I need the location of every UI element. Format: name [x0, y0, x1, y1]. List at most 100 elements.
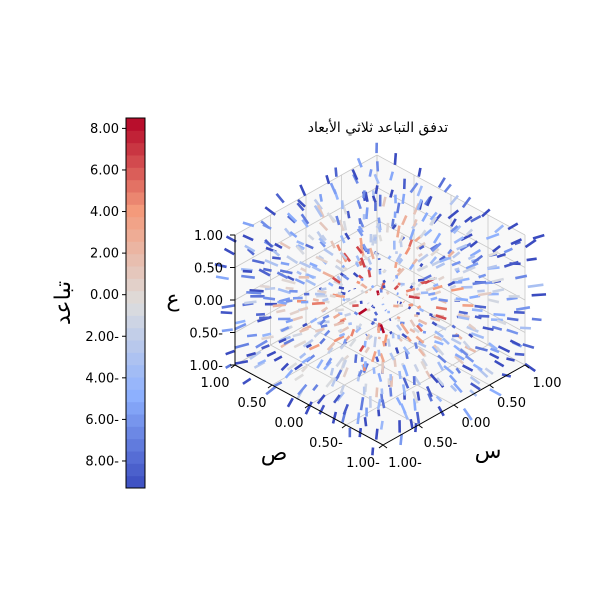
quiver-arrow [325, 357, 333, 366]
quiver-arrow [391, 224, 397, 230]
quiver-arrow [377, 217, 381, 224]
quiver-arrow [447, 209, 460, 220]
quiver-arrow [400, 322, 410, 335]
colorbar-tick-label: 2.00 [90, 247, 119, 262]
quiver-arrow [401, 384, 407, 396]
quiver-arrow [336, 391, 345, 402]
quiver-arrow [261, 335, 274, 341]
quiver-arrow [362, 362, 369, 374]
y-tick-label: 0.50 [238, 396, 267, 411]
quiver-arrow [430, 247, 440, 257]
quiver-arrow [396, 267, 402, 273]
quiver-arrow [356, 280, 361, 285]
quiver-arrow [329, 182, 337, 195]
quiver-arrow [467, 254, 476, 261]
quiver-arrow [316, 230, 325, 242]
quiver-arrow [461, 196, 472, 209]
quiver-arrow [317, 254, 325, 261]
quiver-arrow [394, 317, 398, 320]
quiver-arrow [520, 326, 531, 330]
quiver-arrow [225, 349, 235, 356]
quiver-arrow [262, 332, 272, 338]
quiver-arrow [283, 337, 295, 346]
quiver-arrow [404, 246, 411, 255]
quiver-arrow [391, 218, 395, 227]
quiver-arrow [414, 422, 418, 433]
quiver-arrow [300, 213, 310, 225]
quiver-arrow [429, 211, 438, 221]
quiver-arrow [488, 342, 498, 351]
colorbar-tick-label: 8.00 [90, 122, 119, 137]
quiver-arrow [434, 330, 444, 339]
quiver-arrow [365, 207, 369, 220]
quiver-arrow [430, 316, 441, 322]
quiver-arrow [359, 244, 365, 258]
quiver-arrow [443, 364, 455, 375]
quiver-arrow [371, 195, 377, 204]
grid-line [308, 324, 452, 406]
quiver-arrow [339, 251, 348, 260]
quiver-arrow [487, 298, 500, 304]
colorbar-band [126, 451, 145, 464]
quiver-arrow [235, 319, 246, 325]
quiver-arrow [427, 392, 433, 402]
quiver-arrow [272, 303, 287, 308]
quiver-arrow [382, 196, 387, 207]
quiver-arrow [490, 347, 500, 354]
quiver-arrow [506, 357, 515, 362]
quiver-arrow [462, 265, 476, 274]
quiver-arrow [354, 354, 358, 363]
quiver-arrow [432, 232, 442, 244]
quiver-arrow [266, 350, 277, 358]
x-tick-label: 1.00 [533, 376, 562, 391]
quiver-arrow [457, 277, 470, 283]
quiver-arrow [408, 303, 414, 307]
quiver-arrow [420, 360, 427, 370]
quiver-arrow [454, 267, 460, 272]
quiver-arrow [469, 375, 481, 385]
quiver-arrow [489, 352, 500, 360]
quiver-arrow [296, 270, 302, 276]
quiver-arrow [399, 301, 403, 305]
quiver-arrow [447, 250, 455, 258]
quiver-arrow [496, 252, 506, 259]
quiver-arrow [485, 232, 500, 240]
quiver-arrow [322, 271, 335, 279]
quiver-arrow [415, 335, 425, 344]
quiver-arrow [277, 300, 287, 305]
quiver-arrow [258, 268, 271, 277]
colorbar-band [126, 253, 145, 267]
quiver-arrow [515, 274, 528, 280]
grid-line [376, 284, 526, 366]
quiver-arrow [397, 282, 401, 286]
quiver-arrow [489, 388, 502, 397]
quiver-arrow [455, 269, 461, 274]
quiver-arrow [293, 340, 307, 349]
quiver-arrow [421, 212, 429, 223]
x-tick [453, 404, 459, 409]
quiver-arrow [360, 289, 365, 294]
quiver-arrow [335, 215, 341, 226]
colorbar-band [126, 266, 145, 279]
quiver-arrow [454, 353, 465, 361]
quiver-arrow [375, 161, 380, 172]
quiver-arrow [292, 315, 304, 322]
quiver-arrow [356, 157, 363, 168]
quiver-arrow [309, 262, 318, 268]
z-tick-label: 1.00 [194, 229, 223, 244]
quiver-arrow [416, 305, 422, 310]
quiver-arrow [434, 323, 447, 331]
quiver-arrow [366, 302, 370, 305]
quiver-arrow [339, 234, 346, 244]
quiver-arrow [396, 202, 401, 214]
quiver-arrow [417, 347, 426, 357]
quiver-arrow [382, 340, 386, 347]
quiver-arrow [472, 363, 483, 372]
quiver-arrow [449, 194, 460, 206]
quiver-arrow [377, 336, 381, 340]
quiver-arrow [215, 275, 229, 281]
quiver-arrow [408, 228, 416, 241]
quiver-arrow [359, 396, 365, 411]
quiver-arrow [323, 329, 331, 337]
x-tick-label: 1.00- [388, 456, 422, 471]
